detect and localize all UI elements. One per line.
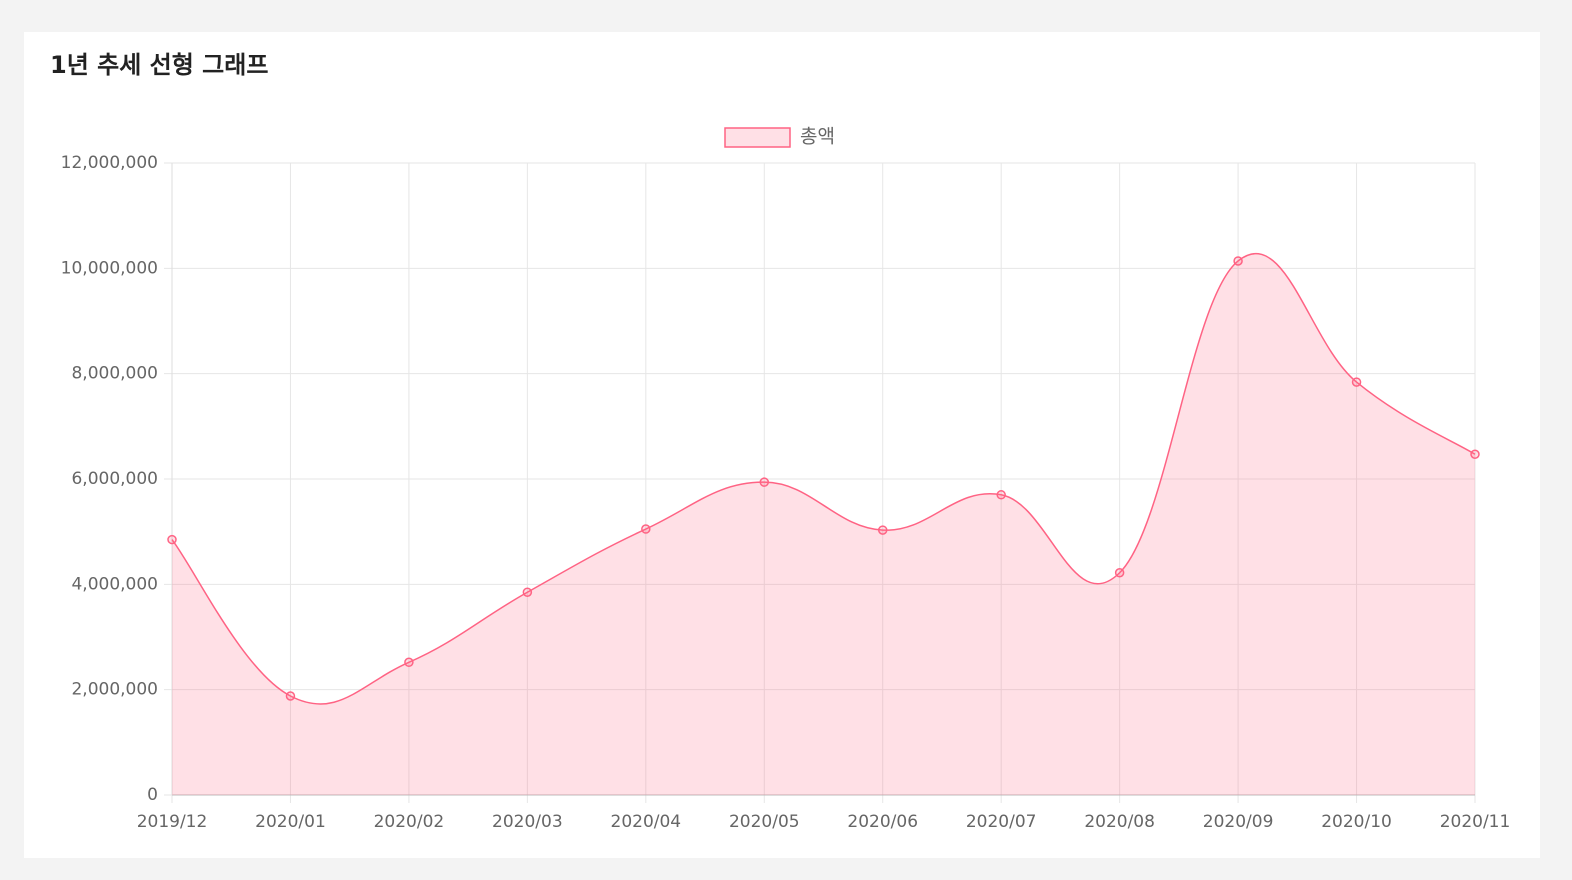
y-tick-label: 8,000,000 bbox=[71, 364, 158, 384]
chart-title: 1년 추세 선형 그래프 bbox=[50, 51, 268, 79]
point bbox=[522, 587, 533, 597]
point bbox=[404, 657, 414, 668]
x-tick-label: 2020/10 bbox=[1321, 812, 1392, 832]
y-tick-label: 4,000,000 bbox=[71, 574, 158, 594]
y-tick-label: 0 bbox=[147, 785, 158, 805]
point bbox=[877, 525, 888, 535]
point bbox=[167, 534, 177, 545]
x-tick-label: 2020/11 bbox=[1440, 812, 1511, 832]
legend-label: 총액 bbox=[800, 126, 835, 148]
line bbox=[171, 252, 1476, 705]
card bbox=[24, 32, 1540, 858]
point bbox=[641, 524, 651, 534]
x-tick-label: 2020/03 bbox=[492, 812, 563, 832]
y-tick-label: 12,000,000 bbox=[61, 153, 158, 173]
x-tick-label: 2020/06 bbox=[847, 812, 918, 832]
x-tick-label: 2020/05 bbox=[729, 812, 800, 832]
y-tick-label: 2,000,000 bbox=[71, 680, 158, 700]
legend-swatch bbox=[724, 127, 791, 148]
point bbox=[996, 490, 1006, 500]
x-tick-label: 2020/04 bbox=[611, 812, 682, 832]
point bbox=[1233, 256, 1243, 266]
x-tick-label: 2020/01 bbox=[255, 812, 326, 832]
y-tick-label: 6,000,000 bbox=[71, 469, 158, 489]
point bbox=[285, 691, 296, 701]
x-tick-label: 2020/07 bbox=[966, 812, 1037, 832]
point bbox=[759, 477, 770, 487]
point bbox=[1470, 449, 1480, 459]
area bbox=[172, 253, 1475, 796]
x-tick-label: 2019/12 bbox=[137, 812, 208, 832]
x-tick-label: 2020/02 bbox=[374, 812, 445, 832]
point bbox=[1351, 377, 1362, 387]
point bbox=[1114, 567, 1125, 578]
x-tick-label: 2020/09 bbox=[1203, 812, 1274, 832]
x-tick-label: 2020/08 bbox=[1084, 812, 1155, 832]
y-tick-label: 10,000,000 bbox=[61, 258, 158, 278]
